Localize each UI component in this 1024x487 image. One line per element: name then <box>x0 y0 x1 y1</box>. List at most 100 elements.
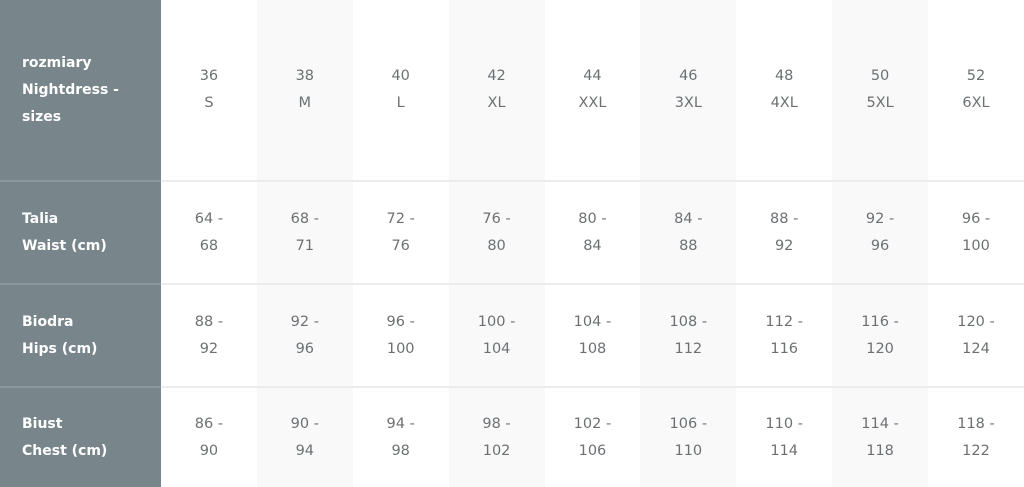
cell-line: 88 <box>679 237 698 254</box>
cell-line: 86 - <box>194 415 224 432</box>
cell-line: 106 <box>578 442 607 459</box>
cell-line: 92 - <box>290 313 319 330</box>
measurement-cell: 72 - 76 <box>352 181 449 285</box>
cell-line: 110 - <box>765 415 803 432</box>
size-number: 40 <box>391 68 410 84</box>
measurement-cell: 96 - 100 <box>928 181 1024 285</box>
size-number: 46 <box>679 68 698 84</box>
cell-line: 114 - <box>861 415 899 432</box>
size-header-cell: 46 3XL <box>640 0 737 182</box>
cell-line: 76 <box>391 237 410 254</box>
cell-line: 122 <box>962 442 990 459</box>
row-header: Biodra Hips (cm) <box>0 284 161 388</box>
size-header-cell: 44 XXL <box>544 0 641 182</box>
row-header-sizes: rozmiary Nightdress - sizes <box>0 0 161 182</box>
measurement-cell: 86 - 90 <box>161 387 257 487</box>
cell-line: 114 <box>770 442 799 459</box>
cell-line: 98 - <box>482 415 511 432</box>
cell-line: 71 <box>295 237 315 254</box>
size-letter: XXL <box>578 95 607 111</box>
size-letter: 5XL <box>866 95 894 111</box>
size-number: 42 <box>487 68 506 84</box>
measurement-cell: 106 - 110 <box>640 387 737 487</box>
cell-line: 96 - <box>961 210 991 227</box>
measurement-cell: 96 - 100 <box>352 284 449 388</box>
table-row: Biodra Hips (cm) 88 -92 92 -96 96 -100 100 -1… <box>0 284 1024 388</box>
cell-line: 104 - <box>573 313 612 330</box>
cell-line: 68 <box>199 237 219 254</box>
cell-line: 90 - <box>290 415 319 432</box>
cell-line: 120 - <box>957 313 995 330</box>
size-header-cell: 48 4XL <box>736 0 833 182</box>
size-header-cell: 50 5XL <box>832 0 928 182</box>
measurement-cell: 76 - 80 <box>448 181 545 285</box>
cell-line: 116 - <box>861 313 899 330</box>
cell-line: 124 <box>962 340 990 357</box>
cell-line: 96 - <box>386 313 415 330</box>
cell-line: 118 - <box>957 415 995 432</box>
cell-line: 96 <box>870 237 890 254</box>
size-number: 52 <box>966 68 986 84</box>
size-number: 48 <box>774 68 794 84</box>
row-header: Biust Chest (cm) <box>0 387 161 487</box>
measurement-cell: 120 - 124 <box>928 284 1024 388</box>
row-header: Talia Waist (cm) <box>0 181 161 285</box>
table-row: Biust Chest (cm) 86 - 90 90 - 94 94 - 98 98 - 102… <box>0 387 1024 487</box>
measurement-cell: 114 - 118 <box>832 387 928 487</box>
cell-line: 112 - <box>765 313 803 330</box>
cell-line: 80 - <box>578 210 607 227</box>
cell-line: 108 <box>578 340 607 357</box>
cell-line: Chest (cm) <box>22 442 108 459</box>
cell-line: Waist (cm) <box>22 237 107 254</box>
cell-line: 90 <box>199 442 219 459</box>
size-header-cell: 36 S <box>161 0 257 182</box>
measurement-cell: 98 - 102 <box>448 387 545 487</box>
cell-line: 100 - <box>477 313 516 330</box>
cell-line: 94 <box>295 442 315 459</box>
size-number: 44 <box>583 68 602 84</box>
size-header-cell: 40 L <box>352 0 449 182</box>
measurement-cell: 116 - 120 <box>832 284 928 388</box>
cell-line: Biust <box>22 415 63 432</box>
size-letter: M <box>298 95 312 111</box>
cell-line: 64 - <box>194 210 224 227</box>
cell-line: 102 <box>482 442 511 459</box>
measurement-cell: 118 - 122 <box>928 387 1024 487</box>
cell-line: Biodra <box>22 313 74 330</box>
size-header-cell: 38 M <box>256 0 353 182</box>
cell-line: 106 - <box>669 415 708 432</box>
measurement-cell: 92 - 96 <box>832 181 928 285</box>
measurement-cell: 68 - 71 <box>256 181 353 285</box>
size-header-row: rozmiary Nightdress - sizes 36 S 38 M 40 L 42 XL 44… <box>0 0 1024 182</box>
cell-line: 68 - <box>290 210 319 227</box>
measurement-cell: 94 - 98 <box>353 387 449 487</box>
size-letter: 3XL <box>674 95 702 111</box>
cell-line: 112 <box>674 340 703 357</box>
cell-line: 96 <box>295 340 315 357</box>
cell-line: 94 - <box>386 415 415 432</box>
measurement-cell: 92 - 96 <box>256 284 353 388</box>
cell-line: 120 <box>866 340 894 357</box>
size-header-cell: 42 XL <box>448 0 545 182</box>
size-letter: S <box>204 95 214 111</box>
cell-line: 116 <box>770 340 799 357</box>
measurement-cell: 90 - 94 <box>256 387 353 487</box>
cell-line: 100 <box>386 340 415 357</box>
cell-line: rozmiary <box>22 54 92 71</box>
cell-line: 76 - <box>482 210 511 227</box>
cell-line: 110 <box>674 442 703 459</box>
cell-line: 98 <box>391 442 410 459</box>
size-number: 50 <box>870 68 890 84</box>
size-number: 38 <box>295 68 315 84</box>
cell-line: 92 <box>199 340 219 357</box>
cell-line: Nightdress - <box>22 81 119 98</box>
measurement-cell: 88 - 92 <box>161 284 257 388</box>
cell-line: Talia <box>22 210 59 227</box>
cell-line: 84 - <box>674 210 703 227</box>
cell-line: 104 <box>482 340 511 357</box>
cell-line: 88 - <box>194 313 224 330</box>
cell-line: 92 - <box>865 210 895 227</box>
measurement-cell: 100 - 104 <box>448 284 545 388</box>
measurement-cell: 84 - 88 <box>640 181 737 285</box>
